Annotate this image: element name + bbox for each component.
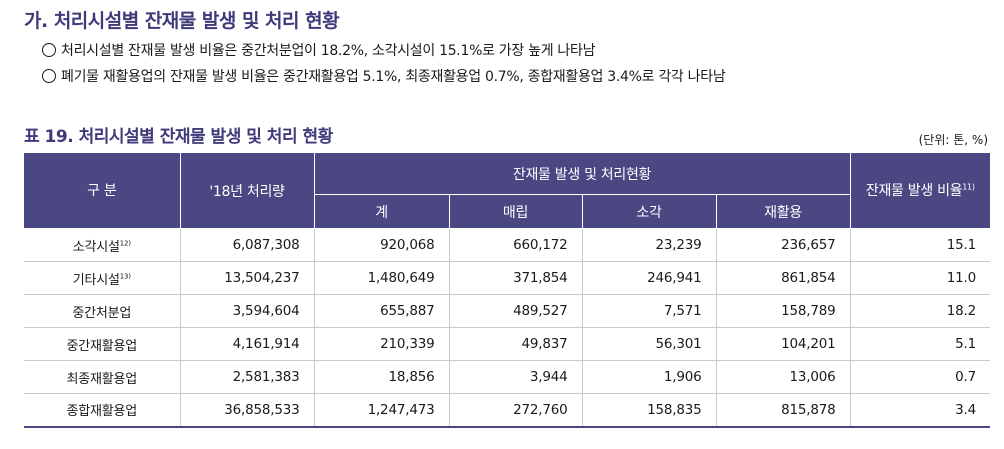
header-category: 구 분 <box>24 152 181 229</box>
cell-landfill: 489,527 <box>449 294 583 328</box>
cell-ratio: 5.1 <box>850 327 991 361</box>
cell-total: 1,247,473 <box>314 393 450 428</box>
header-landfill: 매립 <box>448 194 583 229</box>
header-total: 계 <box>313 194 450 229</box>
row-label: 중간처분업 <box>24 294 181 328</box>
cell-recycling: 236,657 <box>716 228 851 262</box>
row-label: 최종재활용업 <box>24 360 181 394</box>
cell-amount: 3,594,604 <box>180 294 315 328</box>
cell-incineration: 158,835 <box>582 393 717 428</box>
cell-total: 1,480,649 <box>314 261 450 295</box>
table-row: 중간재활용업 4,161,914 210,339 49,837 56,301 104,20… <box>24 327 991 361</box>
cell-amount: 2,581,383 <box>180 360 315 394</box>
table-row: 최종재활용업 2,581,383 18,856 3,944 1,906 13,006 0.7 <box>24 360 991 394</box>
cell-landfill: 272,760 <box>449 393 583 428</box>
cell-total: 210,339 <box>314 327 450 361</box>
row-label: 기타시설13) <box>24 261 181 295</box>
cell-ratio: 15.1 <box>850 228 991 262</box>
circle-bullet-icon <box>42 43 56 57</box>
cell-ratio: 3.4 <box>850 393 991 428</box>
header-ratio: 잔재물 발생 비율11) <box>849 152 991 229</box>
cell-landfill: 49,837 <box>449 327 583 361</box>
table-row: 기타시설13) 13,504,237 1,480,649 371,854 246,941… <box>24 261 991 295</box>
cell-landfill: 371,854 <box>449 261 583 295</box>
cell-recycling: 104,201 <box>716 327 851 361</box>
circle-bullet-icon <box>42 69 56 83</box>
cell-incineration: 23,239 <box>582 228 717 262</box>
cell-recycling: 158,789 <box>716 294 851 328</box>
cell-amount: 13,504,237 <box>180 261 315 295</box>
bullet-item: 처리시설별 잔재물 발생 비율은 중간처분업이 18.2%, 소각시설이 15.… <box>42 38 725 64</box>
cell-amount: 4,161,914 <box>180 327 315 361</box>
header-incineration: 소각 <box>581 194 717 229</box>
cell-incineration: 56,301 <box>582 327 717 361</box>
cell-total: 920,068 <box>314 228 450 262</box>
bullet-item: 폐기물 재활용업의 잔재물 발생 비율은 중간재활용업 5.1%, 최종재활용업… <box>42 64 726 90</box>
header-recycling: 재활용 <box>715 194 851 229</box>
header-group: 잔재물 발생 및 처리현황 <box>313 152 851 195</box>
table-title: 표 19. 처리시설별 잔재물 발생 및 처리 현황 <box>24 127 333 147</box>
cell-total: 655,887 <box>314 294 450 328</box>
table-row: 중간처분업 3,594,604 655,887 489,527 7,571 158,789… <box>24 294 991 328</box>
cell-landfill: 3,944 <box>449 360 583 394</box>
cell-amount: 36,858,533 <box>180 393 315 428</box>
cell-ratio: 0.7 <box>850 360 991 394</box>
unit-label: (단위: 톤, %) <box>918 133 988 147</box>
residue-table: 구 분 '18년 처리량 잔재물 발생 및 처리현황 잔재물 발생 비율11) … <box>24 152 991 428</box>
cell-incineration: 1,906 <box>582 360 717 394</box>
header-amount: '18년 처리량 <box>179 152 315 229</box>
cell-incineration: 7,571 <box>582 294 717 328</box>
cell-ratio: 18.2 <box>850 294 991 328</box>
cell-landfill: 660,172 <box>449 228 583 262</box>
table-row: 종합재활용업 36,858,533 1,247,473 272,760 158,835 8… <box>24 393 991 428</box>
cell-recycling: 815,878 <box>716 393 851 428</box>
cell-ratio: 11.0 <box>850 261 991 295</box>
cell-amount: 6,087,308 <box>180 228 315 262</box>
row-label: 종합재활용업 <box>24 393 181 428</box>
table-row: 소각시설12) 6,087,308 920,068 660,172 23,239 236,… <box>24 228 991 262</box>
bullet-list: 처리시설별 잔재물 발생 비율은 중간처분업이 18.2%, 소각시설이 15.… <box>42 38 726 90</box>
row-label: 소각시설12) <box>24 228 181 262</box>
cell-total: 18,856 <box>314 360 450 394</box>
table-body: 소각시설12) 6,087,308 920,068 660,172 23,239 236,… <box>24 228 991 428</box>
section-title: 가. 처리시설별 잔재물 발생 및 처리 현황 <box>24 10 340 32</box>
row-label: 중간재활용업 <box>24 327 181 361</box>
cell-recycling: 861,854 <box>716 261 851 295</box>
cell-recycling: 13,006 <box>716 360 851 394</box>
cell-incineration: 246,941 <box>582 261 717 295</box>
